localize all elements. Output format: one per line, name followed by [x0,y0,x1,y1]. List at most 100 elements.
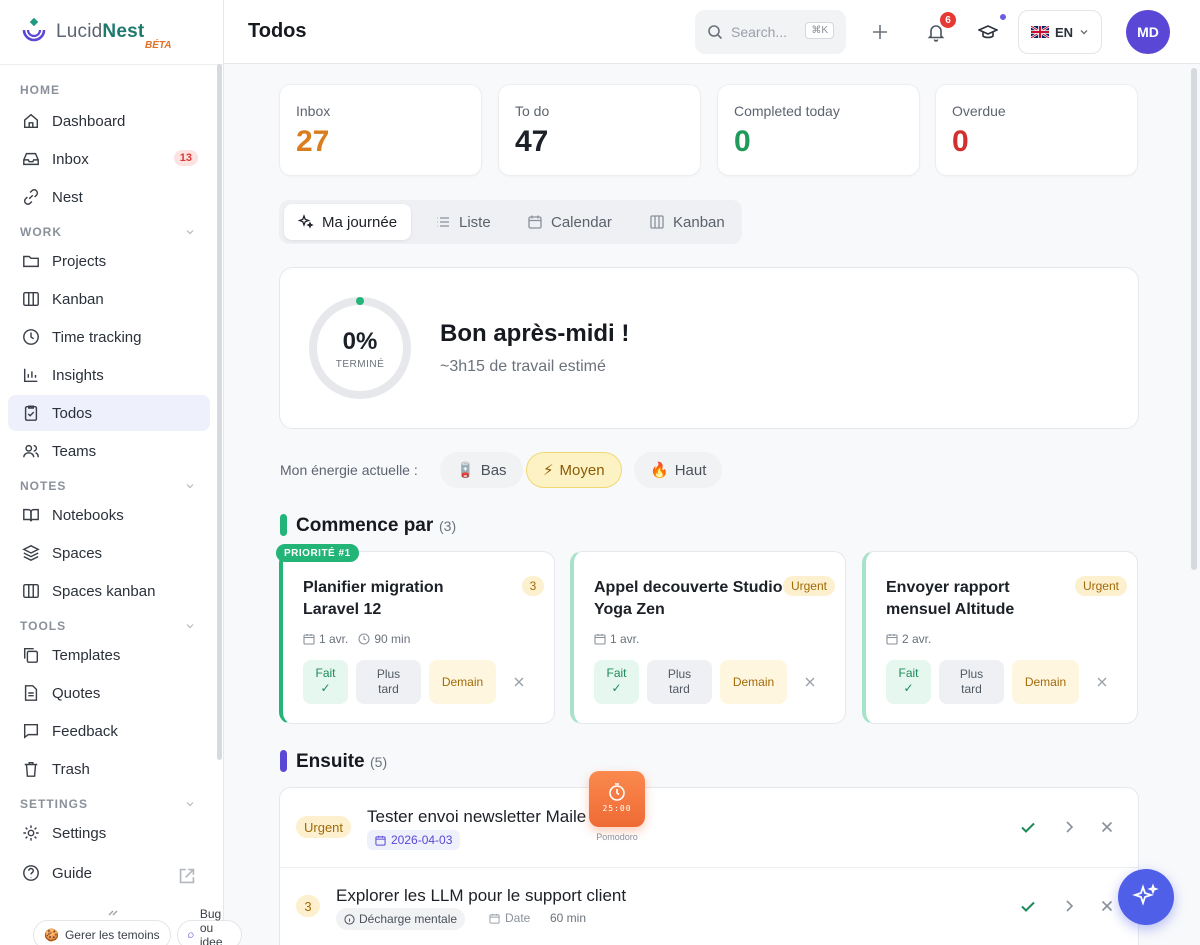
sidebar-item-templates[interactable]: Templates [8,637,210,673]
home-icon [23,113,39,129]
later-label-2: tard [961,682,982,696]
calendar-icon [594,634,606,645]
chevron-down-icon[interactable] [186,622,194,630]
message-circle-icon [188,932,194,938]
sidebar-item-quotes[interactable]: Quotes [8,675,210,711]
energy-high-button[interactable]: 🔥 Haut [634,452,723,488]
help-circle-icon [23,865,39,881]
tomorrow-button[interactable]: Demain [1012,660,1079,704]
sidebar-item-inbox[interactable]: Inbox 13 [8,141,210,177]
graduation-cap-icon[interactable] [978,22,998,42]
status-dot [998,12,1008,22]
sidebar-item-nest[interactable]: Nest [8,179,210,215]
stat-value: 0 [952,125,969,158]
chevron-down-icon[interactable] [186,800,194,808]
card-title: Appel decouverte Studio Yoga Zen [594,579,783,618]
check-icon[interactable] [1019,897,1037,915]
stat-card-todo[interactable]: To do 47 [498,84,701,176]
close-icon[interactable] [802,674,818,690]
sidebar-item-insights[interactable]: Insights [8,357,210,393]
priority-card[interactable]: Planifier migration Laravel 12 3 1 avr. … [279,551,555,724]
bell-icon[interactable] [926,22,946,42]
task-date[interactable]: Date [489,911,530,925]
tab-calendar[interactable]: Calendar [513,204,626,240]
tab-kanban[interactable]: Kanban [635,204,739,240]
tab-label: Ma journée [322,213,398,231]
close-icon[interactable] [1098,818,1116,836]
avatar[interactable]: MD [1126,10,1170,54]
sidebar-item-time-tracking[interactable]: Time tracking [8,319,210,355]
ai-assistant-button[interactable] [1118,869,1174,925]
priority-card[interactable]: Appel decouverte Studio Yoga Zen Urgent … [570,551,846,724]
next-task-list: Urgent Tester envoi newsletter Maile 202… [279,787,1139,945]
chevron-right-icon[interactable] [1060,897,1078,915]
sidebar-item-feedback[interactable]: Feedback [8,713,210,749]
stat-card-overdue[interactable]: Overdue 0 [935,84,1138,176]
tab-my-day[interactable]: Ma journée [284,204,412,240]
chevron-down-icon[interactable] [186,228,194,236]
close-icon[interactable] [1098,897,1116,915]
card-duration: 90 min [374,632,411,646]
stat-card-completed[interactable]: Completed today 0 [717,84,920,176]
plus-icon[interactable] [870,22,890,42]
check-icon[interactable] [1019,818,1037,836]
tomorrow-button[interactable]: Demain [720,660,787,704]
priority-card[interactable]: Envoyer rapport mensuel Altitude Urgent … [862,551,1138,724]
done-button[interactable]: Fait ✓ [886,660,931,704]
stat-card-inbox[interactable]: Inbox 27 [279,84,482,176]
sidebar-item-teams[interactable]: Teams [8,433,210,469]
chevron-down-icon [1080,30,1088,35]
energy-medium-button[interactable]: ⚡ Moyen [526,452,622,488]
close-icon[interactable] [511,674,527,690]
task-date-label: Date [505,911,531,925]
language-selector[interactable]: EN [1018,10,1102,54]
collapse-sidebar-icon[interactable] [104,907,120,923]
sidebar-item-notebooks[interactable]: Notebooks [8,497,210,533]
chevron-right-icon[interactable] [1060,818,1078,836]
sidebar-item-label: Kanban [52,290,104,308]
later-button[interactable]: Plus tard [356,660,421,704]
cookies-button[interactable]: 🍪 Gerer les temoins [33,920,171,945]
sidebar-item-settings[interactable]: Settings [8,815,210,851]
message-square-icon [23,723,39,739]
calendar-icon [528,215,542,229]
app-logo[interactable]: LucidNest [20,18,144,46]
tab-list[interactable]: Liste [421,204,505,240]
done-button[interactable]: Fait ✓ [303,660,348,704]
tomorrow-button[interactable]: Demain [429,660,496,704]
later-button[interactable]: Plus tard [939,660,1004,704]
cookie-icon: 🍪 [44,928,59,942]
task-date: 2026-04-03 [367,830,461,850]
sparkles-icon [1132,883,1159,906]
energy-low-button[interactable]: 🪫 Bas [440,452,523,488]
pomodoro-time: 25:00 [602,804,632,813]
later-button[interactable]: Plus tard [647,660,712,704]
bug-report-button[interactable]: Bug ou idee ? [177,907,242,945]
close-icon[interactable] [1094,674,1110,690]
list-icon [437,217,449,227]
card-date: 2 avr. [902,632,932,646]
search-shortcut: ⌘K [805,22,834,39]
chevron-down-icon[interactable] [186,482,194,490]
sidebar-item-trash[interactable]: Trash [8,751,210,787]
sidebar-item-dashboard[interactable]: Dashboard [8,103,210,139]
sidebar-item-todos[interactable]: Todos [8,395,210,431]
sidebar-item-label: Templates [52,646,121,664]
sidebar-item-spaces-kanban[interactable]: Spaces kanban [8,573,210,609]
sidebar-scrollbar[interactable] [217,64,222,760]
battery-low-icon: 🪫 [456,462,475,479]
search-input[interactable]: Search... ⌘K [695,10,846,54]
pomodoro-widget[interactable]: 25:00 [589,771,645,827]
done-button[interactable]: Fait ✓ [594,660,639,704]
task-title: Explorer les LLM pour le support client [336,886,627,905]
sidebar-item-kanban[interactable]: Kanban [8,281,210,317]
calendar-icon [489,913,500,924]
section-settings: SETTINGS [20,797,89,811]
folder-icon [23,255,39,268]
sidebar-item-projects[interactable]: Projects [8,243,210,279]
sidebar-item-spaces[interactable]: Spaces [8,535,210,571]
task-date-value: 2026-04-03 [391,833,453,847]
main-scrollbar[interactable] [1191,68,1197,570]
stat-value: 27 [296,125,330,158]
sidebar-item-guide[interactable]: Guide [8,855,210,891]
